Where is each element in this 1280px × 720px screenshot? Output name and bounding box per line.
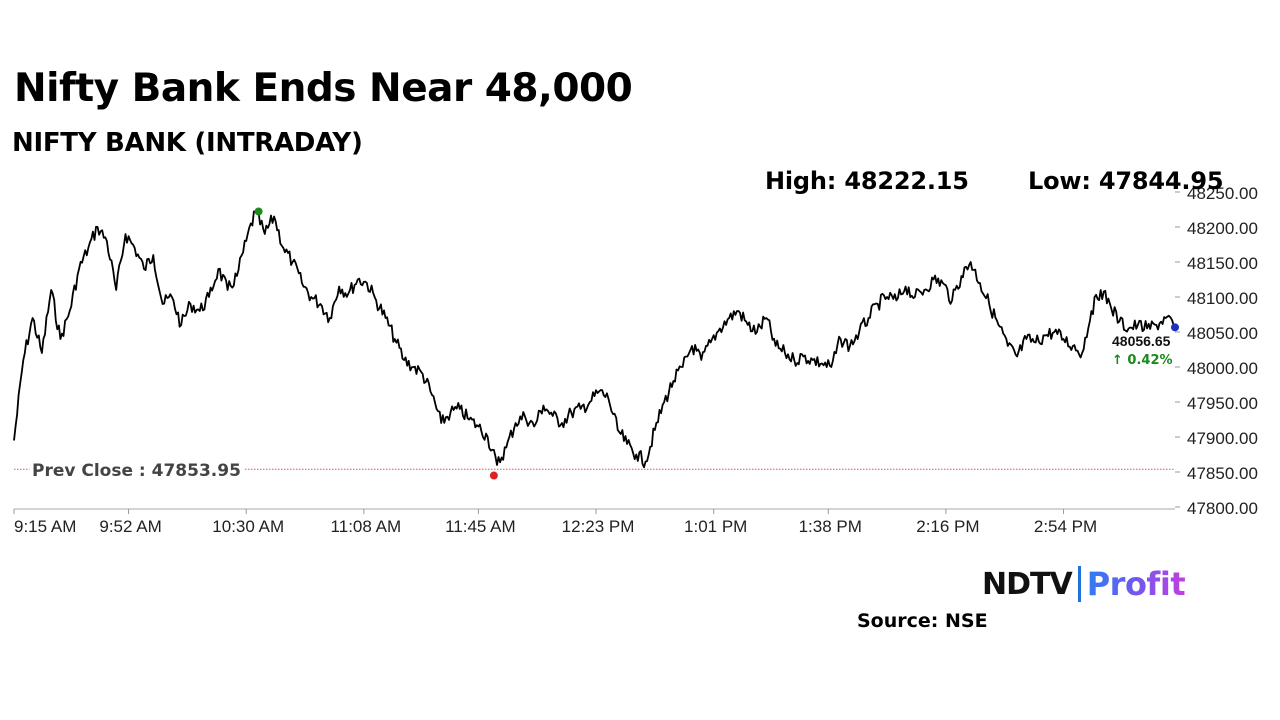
x-tick-label: 11:08 AM (331, 517, 402, 536)
x-tick-label: 1:01 PM (684, 517, 747, 536)
y-tick-label: 47900.00 (1187, 429, 1258, 448)
y-tick-label: 47850.00 (1187, 464, 1258, 483)
x-axis: 9:15 AM 9:52 AM 10:30 AM 11:08 AM 11:45 AM 12… (13, 508, 1175, 536)
y-tick-label: 48050.00 (1187, 324, 1258, 343)
logo-profit-text: Profit (1086, 565, 1186, 603)
x-tick-label: 2:16 PM (916, 517, 979, 536)
series-points (13, 211, 1176, 466)
page-title: Nifty Bank Ends Near 48,000 (14, 66, 633, 111)
day-low-stat: Low: 47844.95 (1028, 167, 1224, 195)
x-tick-label: 2:54 PM (1034, 517, 1097, 536)
last-value-marker (1171, 323, 1179, 332)
series-line (13, 209, 1176, 469)
x-tick-label: 9:15 AM (14, 517, 76, 536)
x-tick-label: 11:45 AM (445, 517, 516, 536)
last-value-label: 48056.65 (1112, 333, 1171, 349)
logo-divider (1077, 566, 1081, 602)
x-tick-label: 10:30 AM (212, 517, 284, 536)
ndtv-profit-logo: NDTV Profit (982, 564, 1186, 604)
logo-ndtv-text: NDTV (982, 566, 1073, 602)
y-tick-label: 47800.00 (1187, 499, 1258, 518)
x-tick-label: 1:38 PM (799, 517, 862, 536)
source-note: Source: NSE (857, 610, 988, 632)
day-high-stat: High: 48222.15 (765, 167, 969, 195)
y-tick-label: 47950.00 (1187, 394, 1258, 413)
y-tick-label: 48250.00 (1187, 184, 1258, 203)
y-tick-label: 48150.00 (1187, 254, 1258, 273)
x-tick-label: 9:52 AM (99, 517, 161, 536)
y-tick-label: 48100.00 (1187, 289, 1258, 308)
y-axis: 47800.00 47850.00 47900.00 47950.00 48000.00… (1175, 184, 1258, 518)
high-marker (254, 207, 263, 216)
chart-subtitle: NIFTY BANK (INTRADAY) (12, 128, 363, 158)
change-label: ↑ 0.42% (1112, 353, 1173, 368)
prev-close-label: Prev Close : 47853.95 (32, 461, 241, 481)
x-tick-label: 12:23 PM (562, 517, 635, 536)
y-tick-label: 48200.00 (1187, 219, 1258, 238)
y-tick-label: 48000.00 (1187, 359, 1258, 378)
low-marker (489, 471, 498, 480)
